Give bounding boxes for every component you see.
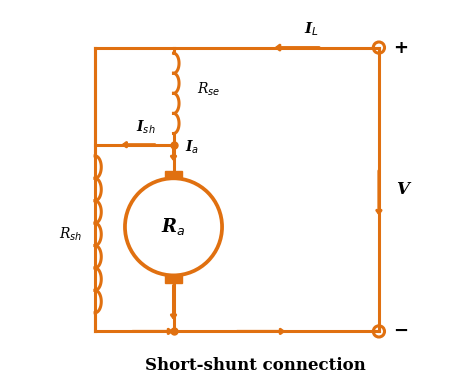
Text: I$_a$: I$_a$ [185, 138, 199, 156]
Text: Short-shunt connection: Short-shunt connection [146, 357, 366, 374]
Text: I$_L$: I$_L$ [304, 20, 319, 38]
Text: +: + [393, 39, 408, 56]
FancyBboxPatch shape [165, 275, 182, 283]
Text: R$_{sh}$: R$_{sh}$ [59, 226, 82, 243]
FancyBboxPatch shape [165, 171, 182, 179]
Text: V: V [396, 181, 409, 198]
Text: R$_{se}$: R$_{se}$ [197, 81, 221, 98]
Text: I$_{sh}$: I$_{sh}$ [136, 119, 155, 136]
Text: R$_a$: R$_a$ [161, 216, 186, 237]
Circle shape [125, 178, 222, 276]
Text: −: − [393, 323, 408, 340]
